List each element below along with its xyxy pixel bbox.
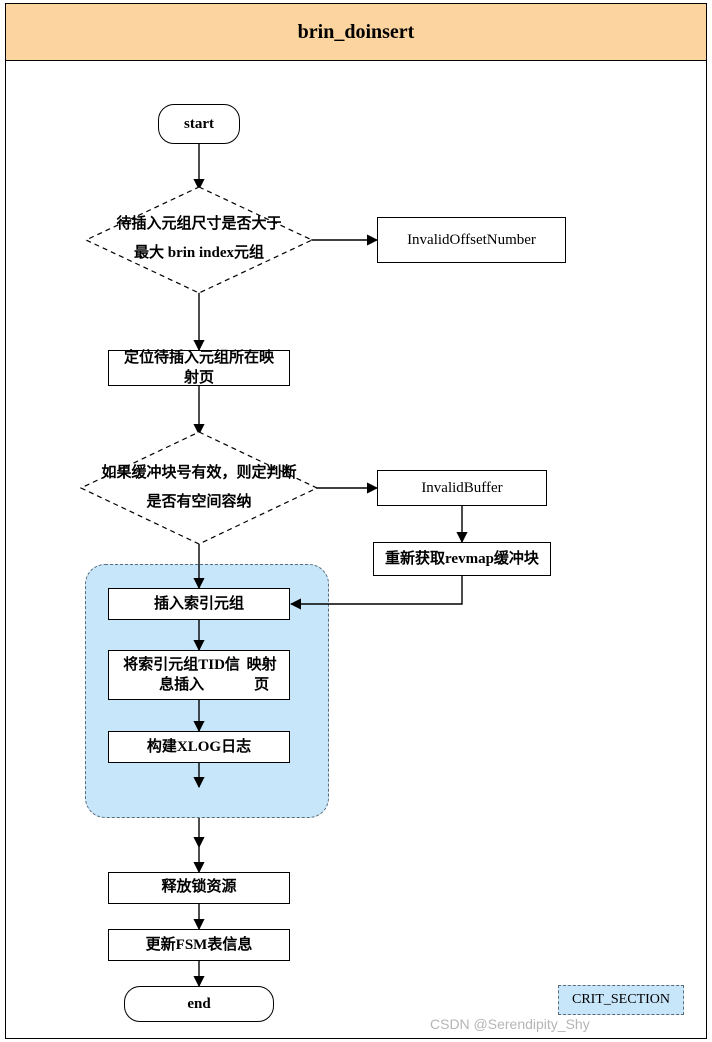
dec2-line1: 如果缓冲块号有效，则定判断 bbox=[101, 465, 296, 481]
reacquire-label: 重新获取revmap缓冲块 bbox=[385, 549, 539, 569]
insert-tid-line2: 映射页 bbox=[244, 655, 279, 696]
reacquire-box: 重新获取revmap缓冲块 bbox=[373, 542, 551, 576]
end-node: end bbox=[124, 986, 274, 1022]
release-label: 释放锁资源 bbox=[161, 877, 236, 897]
decision-size-check: 待插入元组尺寸是否大于 最大 brin index元组 bbox=[86, 210, 312, 267]
invalid-buffer-label: InvalidBuffer bbox=[421, 478, 502, 498]
watermark-label: CSDN @Serendipity_Shy bbox=[430, 1016, 590, 1032]
watermark-text: CSDN @Serendipity_Shy bbox=[430, 1016, 590, 1032]
crit-legend-label: CRIT_SECTION bbox=[572, 992, 670, 1008]
locate-label: 定位待插入元组所在映射页 bbox=[119, 348, 279, 389]
insert-tid-line1: 将索引元组TID信息插入 bbox=[119, 655, 244, 696]
dec2-line2: 是否有空间容纳 bbox=[146, 494, 251, 510]
dec1-line2: 最大 brin index元组 bbox=[134, 245, 264, 261]
flow-edges bbox=[0, 0, 712, 1042]
start-node: start bbox=[158, 104, 240, 144]
insert-index-box: 插入索引元组 bbox=[108, 588, 290, 620]
invalid-offset-label: InvalidOffsetNumber bbox=[407, 230, 536, 250]
locate-box: 定位待插入元组所在映射页 bbox=[108, 350, 290, 386]
insert-index-label: 插入索引元组 bbox=[154, 594, 244, 614]
xlog-label: 构建XLOG日志 bbox=[147, 737, 251, 757]
release-box: 释放锁资源 bbox=[108, 872, 290, 904]
crit-section-legend: CRIT_SECTION bbox=[558, 985, 684, 1015]
update-fsm-label: 更新FSM表信息 bbox=[146, 935, 253, 955]
end-label: end bbox=[187, 996, 210, 1013]
update-fsm-box: 更新FSM表信息 bbox=[108, 929, 290, 961]
canvas: brin_doinsert start 待插入元组尺寸是否大于 最大 brin … bbox=[0, 0, 712, 1042]
start-label: start bbox=[184, 116, 214, 133]
xlog-box: 构建XLOG日志 bbox=[108, 731, 290, 763]
dec1-line1: 待插入元组尺寸是否大于 bbox=[116, 216, 281, 232]
invalid-buffer-box: InvalidBuffer bbox=[377, 470, 547, 506]
insert-tid-box: 将索引元组TID信息插入 映射页 bbox=[108, 650, 290, 700]
invalid-offset-box: InvalidOffsetNumber bbox=[377, 217, 566, 263]
decision-buffer-check: 如果缓冲块号有效，则定判断 是否有空间容纳 bbox=[81, 459, 317, 516]
